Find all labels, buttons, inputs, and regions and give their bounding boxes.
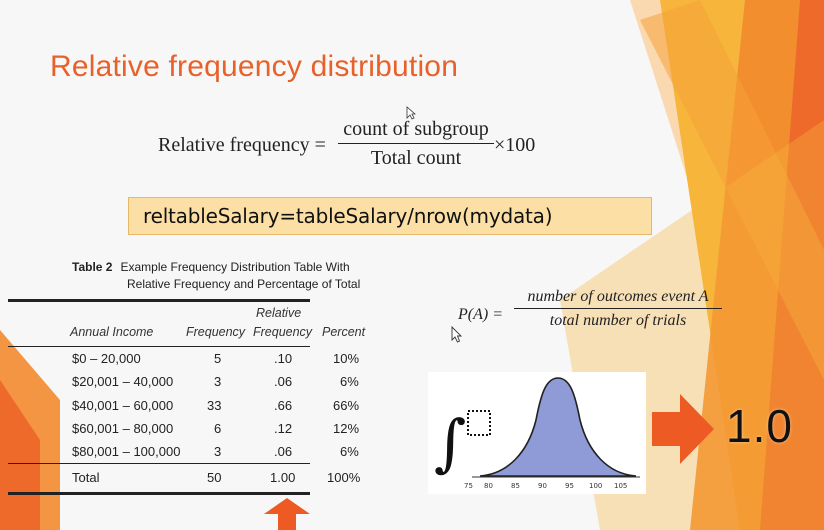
cell-relative: .06 [274,444,293,459]
cell-percent: 6% [340,374,359,389]
tick-label: 105 [614,482,627,490]
cell-income: $80,001 – 100,000 [72,444,181,459]
probability-denominator: total number of trials [549,312,687,329]
cell-frequency: 33 [207,398,222,413]
frequency-table-panel: Table 2 Example Frequency Distribution Ta… [62,255,380,515]
cell-total-label: Total [72,470,100,485]
cell-relative: .06 [274,374,293,389]
tick-label: 90 [538,482,547,490]
normal-curve-figure: ∫ 75 80 85 90 95 100 105 [434,377,640,490]
table-caption-line1: Example Frequency Distribution Table Wit… [120,260,350,274]
cell-frequency: 5 [214,351,222,366]
right-arrow-icon [652,394,714,464]
table-header-rule [8,346,310,347]
dotted-box [467,410,491,436]
tick-label: 95 [565,482,574,490]
table-top-rule [8,299,310,302]
cell-relative: .66 [274,398,293,413]
result-value: 1.0 [726,400,793,452]
table-bottom-rule [8,492,310,495]
mouse-cursor-icon [451,326,463,343]
cell-percent: 10% [333,351,360,366]
mouse-cursor-icon [406,106,416,120]
header-frequency: Frequency [186,325,246,339]
relative-frequency-formula: Relative frequency = count of subgroup T… [158,118,558,180]
r-code-line: reltableSalary=tableSalary/nrow(mydata) [143,204,553,228]
up-arrow-icon [264,498,310,530]
cell-total-relative: 1.00 [270,470,296,485]
header-relative: Relative [256,306,302,320]
table-caption: Table 2 Example Frequency Distribution Ta… [72,259,360,293]
cell-frequency: 3 [214,374,222,389]
r-code-box: reltableSalary=tableSalary/nrow(mydata) [128,197,652,235]
header-relative-frequency: Frequency [253,325,313,339]
probability-numerator: number of outcomes event A [514,288,722,309]
cell-percent: 66% [333,398,360,413]
cell-percent: 6% [340,444,359,459]
formula-multiplier: ×100 [494,134,536,156]
integral-symbol-icon: ∫ [434,406,466,479]
header-percent: Percent [322,325,366,339]
formula-denominator: Total count [370,147,462,169]
slide-title: Relative frequency distribution [50,50,459,83]
cell-relative: .12 [274,421,293,436]
curve-axis-ticks: 75 80 85 90 95 100 105 [464,482,627,490]
formula-fraction: count of subgroup Total count [338,118,494,170]
header-annual-income: Annual Income [70,325,154,339]
cell-total-percent: 100% [327,470,361,485]
cell-income: $60,001 – 80,000 [72,421,174,436]
cell-percent: 12% [333,421,360,436]
cell-frequency: 6 [214,421,222,436]
cell-income: $20,001 – 40,000 [72,374,174,389]
formula-lhs: Relative frequency = [158,134,326,156]
cell-income: $40,001 – 60,000 [72,398,174,413]
cell-frequency: 3 [214,444,222,459]
normal-curve-panel: ∫ 75 80 85 90 95 100 105 [428,372,646,494]
cell-total-frequency: 50 [207,470,222,485]
probability-formula: P(A) = number of outcomes event A total … [458,288,728,344]
table-total-rule [8,463,310,464]
probability-fraction: number of outcomes event A total number … [514,288,722,330]
cell-income: $0 – 20,000 [72,351,141,366]
probability-lhs: P(A) = [458,306,503,323]
formula-numerator: count of subgroup [338,118,494,144]
table-caption-label: Table 2 [72,260,113,274]
tick-label: 85 [511,482,520,490]
table-caption-line2: Relative Frequency and Percentage of Tot… [127,277,361,291]
cell-relative: .10 [274,351,293,366]
tick-label: 100 [589,482,602,490]
tick-label: 80 [484,482,493,490]
tick-label: 75 [464,482,473,490]
normal-curve [479,377,637,477]
